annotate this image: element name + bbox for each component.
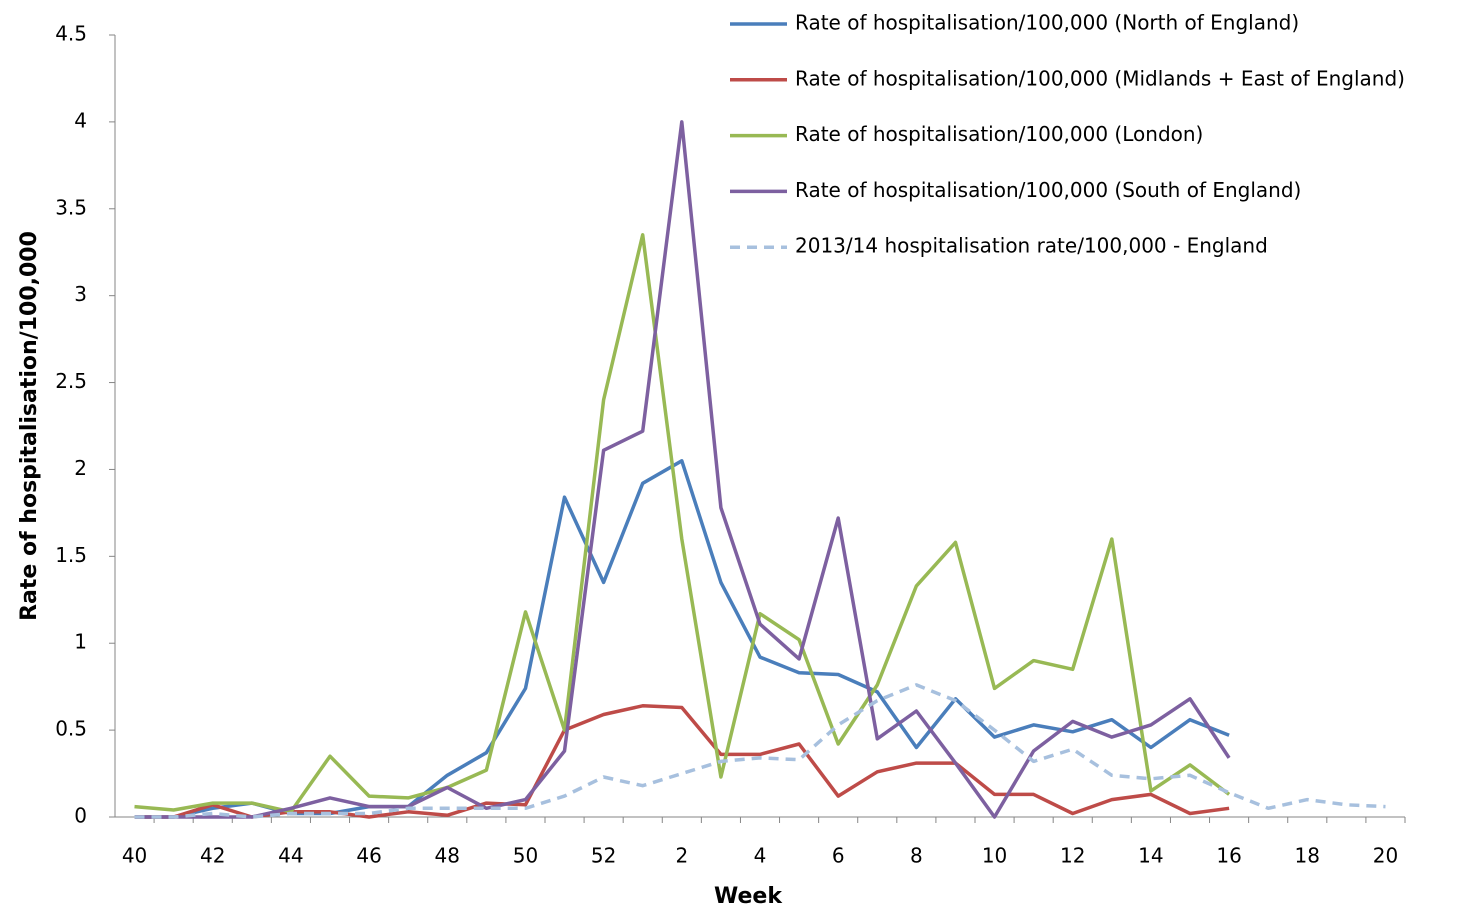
y-axis-title: Rate of hospitalisation/100,000: [17, 231, 42, 621]
x-tick-label: 50: [513, 844, 538, 868]
x-tick-label: 46: [356, 844, 381, 868]
x-tick-label: 10: [982, 844, 1007, 868]
legend-label: Rate of hospitalisation/100,000 (South o…: [795, 178, 1301, 202]
y-tick-label: 2: [74, 456, 87, 480]
legend-label: Rate of hospitalisation/100,000 (Midland…: [795, 66, 1405, 90]
x-tick-label: 2: [675, 844, 688, 868]
y-tick-label: 3: [74, 282, 87, 306]
series-line: [134, 233, 1231, 814]
x-tick-label: 18: [1295, 844, 1320, 868]
legend-label: 2013/14 hospitalisation rate/100,000 - E…: [795, 234, 1268, 258]
x-tick-label: 42: [200, 844, 225, 868]
x-tick-label: 6: [832, 844, 845, 868]
series-line: [134, 120, 1231, 819]
y-tick-label: 0: [74, 804, 87, 828]
series-line: [134, 683, 1386, 819]
y-tick-label: 4.5: [55, 22, 87, 46]
x-tick-label: 48: [435, 844, 460, 868]
y-tick-label: 4: [74, 108, 87, 132]
x-tick-label: 20: [1373, 844, 1398, 868]
x-tick-label: 14: [1138, 844, 1163, 868]
x-tick-label: 52: [591, 844, 616, 868]
series-line: [134, 704, 1230, 819]
x-tick-label: 8: [910, 844, 923, 868]
x-tick-label: 44: [278, 844, 303, 868]
y-tick-label: 1: [74, 630, 87, 654]
x-tick-label: 40: [122, 844, 147, 868]
y-tick-label: 1.5: [55, 543, 87, 567]
y-tick-label: 3.5: [55, 195, 87, 219]
series-line: [134, 459, 1230, 819]
y-tick-label: 0.5: [55, 717, 87, 741]
legend-label: Rate of hospitalisation/100,000 (London): [795, 122, 1203, 146]
x-tick-label: 16: [1216, 844, 1241, 868]
legend-label: Rate of hospitalisation/100,000 (North o…: [795, 11, 1299, 35]
x-tick-label: 12: [1060, 844, 1085, 868]
x-axis-title: Week: [714, 884, 783, 909]
x-tick-label: 4: [754, 844, 767, 868]
y-tick-label: 2.5: [55, 369, 87, 393]
